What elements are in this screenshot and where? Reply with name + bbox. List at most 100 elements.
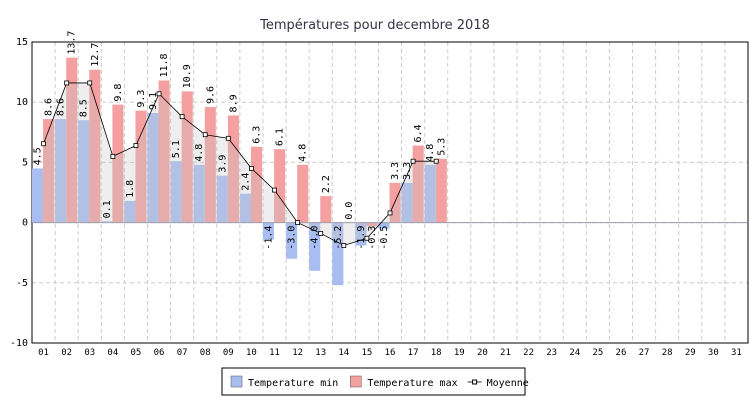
bar [332,222,344,286]
value-label: 9.1 [148,92,159,110]
bar [320,196,332,223]
legend-label: Temperature min [248,378,338,389]
value-label: 3.3 [390,162,401,180]
x-tick-label: 16 [385,348,396,358]
legend-swatch [230,375,243,388]
mean-area [43,82,437,246]
mean-marker [156,91,162,97]
x-tick-label: 13 [315,348,326,358]
x-tick-label: 29 [685,348,696,358]
legend-swatch [350,375,362,388]
y-tick-label: 0 [22,218,28,229]
x-tick-label: 31 [731,348,742,358]
x-tick-label: 30 [708,348,719,358]
bar [378,222,390,229]
mean-marker [295,220,301,226]
value-label: 4.8 [298,144,309,162]
value-label: 6.3 [252,126,263,144]
bar [424,164,436,223]
bar [309,222,321,271]
x-tick-label: 15 [361,348,372,358]
x-tick-label: 14 [338,348,349,358]
y-tick-label: -5 [16,278,28,289]
mean-marker [110,153,116,159]
bar [204,107,216,223]
mean-marker [133,143,139,148]
value-label: -0.3 [367,226,378,250]
value-label: -1.4 [264,226,275,250]
value-label: 1.8 [125,180,136,198]
mean-marker [87,80,93,86]
x-tick-label: 22 [523,348,534,358]
x-tick-label: 27 [639,348,650,358]
value-label: 11.8 [159,53,170,77]
mean-marker [318,231,324,236]
x-tick-label: 20 [477,348,488,358]
bar [216,175,228,223]
x-tick-label: 08 [200,348,211,358]
value-label: 0.0 [344,202,355,220]
bar [193,164,205,223]
mean-marker [202,132,208,138]
bar [366,222,378,227]
y-tick-label: -10 [10,338,28,349]
value-label: 3.9 [217,155,228,173]
bar [401,182,413,223]
mean-marker [387,210,393,216]
bar [389,182,401,223]
bar [227,115,239,223]
value-label: 8.6 [44,98,55,116]
bar [32,168,44,223]
bar [55,119,67,223]
x-tick-label: 26 [616,348,627,358]
bar [250,146,263,223]
bar [124,200,136,223]
bar [239,193,251,223]
x-tick-label: 07 [177,348,188,358]
value-label: 5.1 [171,140,182,158]
chart-title: Températures pour decembre 2018 [259,18,490,33]
mean-marker [64,80,70,86]
mean-marker [341,243,347,248]
value-label: 12.7 [90,43,101,67]
x-tick-label: 18 [431,348,442,358]
x-tick-label: 11 [269,348,280,358]
x-tick-label: 03 [84,348,95,358]
value-label: 4.8 [425,144,436,162]
bar [101,221,113,223]
legend-marker [472,379,478,385]
mean-line [43,82,437,246]
bar [274,149,286,223]
value-label: 8.9 [228,94,239,112]
bar [43,119,55,223]
value-label: 4.5 [33,147,44,165]
value-label: 0.1 [102,200,113,218]
value-label: -5.2 [333,226,344,250]
legend-label: Temperature max [367,378,457,389]
y-tick-label: 5 [22,157,28,168]
mean-marker [41,141,46,147]
bar [147,113,159,223]
x-tick-label: 01 [38,348,49,358]
x-tick-label: 28 [662,348,673,358]
value-label: 13.7 [67,31,78,55]
bar [78,120,90,223]
value-label: -0.5 [379,226,390,250]
legend-label: Moyenne [487,378,529,389]
y-tick-label: 10 [16,97,28,108]
bar [112,104,124,223]
mean-marker [433,158,439,164]
value-label: 8.6 [56,98,67,116]
x-tick-label: 21 [500,348,511,358]
value-label: 2.4 [240,173,251,191]
bar [170,161,182,223]
bar [412,145,424,223]
x-tick-label: 09 [223,348,234,358]
x-tick-label: 25 [592,348,603,358]
mean-marker [364,235,370,241]
value-label: -4.0 [310,226,321,250]
x-tick-label: 24 [569,348,580,358]
value-label: 6.1 [275,128,286,146]
x-tick-label: 12 [292,348,303,358]
